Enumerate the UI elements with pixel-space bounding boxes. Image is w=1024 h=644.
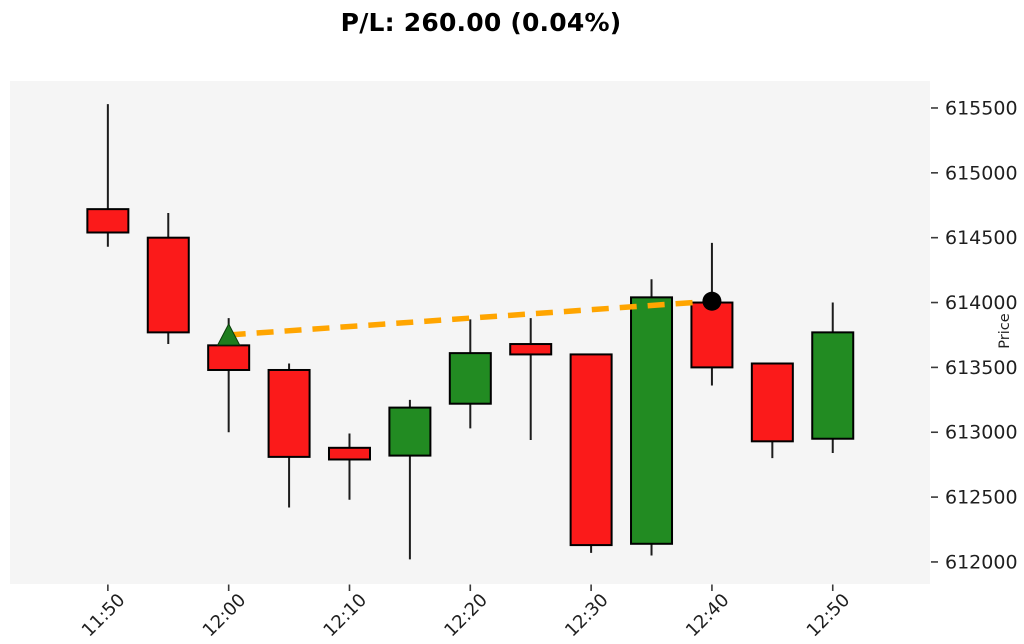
x-tick-label: 11:50	[78, 590, 130, 642]
candle-body-12:50	[811, 331, 855, 440]
chart-title: P/L: 260.00 (0.04%)	[340, 8, 622, 37]
y-tick-label: 615000	[945, 162, 1018, 184]
candle-body-12:35	[630, 296, 674, 545]
x-tick-label: 12:30	[561, 590, 613, 642]
candle-body-12:20	[448, 352, 492, 405]
x-tick-label: 12:10	[319, 590, 371, 642]
candle-body-11:50	[86, 208, 130, 234]
y-tick-label: 614500	[945, 227, 1018, 249]
candle-body-12:10	[327, 446, 371, 461]
candle-body-12:30	[569, 353, 613, 547]
x-tick-label: 12:20	[440, 590, 492, 642]
entry-marker-icon	[216, 322, 241, 346]
y-tick-label: 614000	[945, 292, 1018, 314]
trade-line	[228, 298, 713, 338]
candle-body-12:45	[750, 362, 794, 443]
candle-body-12:00	[207, 344, 251, 371]
exit-marker-icon	[702, 291, 722, 311]
candle-body-12:05	[267, 368, 311, 458]
y-tick-label: 613500	[945, 357, 1018, 379]
x-tick-label: 12:50	[803, 590, 855, 642]
y-tick-label: 612000	[945, 551, 1018, 573]
candle-body-11:55	[146, 236, 190, 334]
candle-body-12:15	[388, 406, 432, 457]
candle-body-12:40	[690, 301, 734, 369]
x-tick-label: 12:00	[199, 590, 251, 642]
x-tick-label: 12:40	[682, 590, 734, 642]
candle-body-12:25	[509, 343, 553, 356]
y-tick-label: 612500	[945, 487, 1018, 509]
y-tick-label: 615500	[945, 97, 1018, 119]
y-axis-label: Price	[997, 313, 1013, 348]
y-tick-label: 613000	[945, 422, 1018, 444]
